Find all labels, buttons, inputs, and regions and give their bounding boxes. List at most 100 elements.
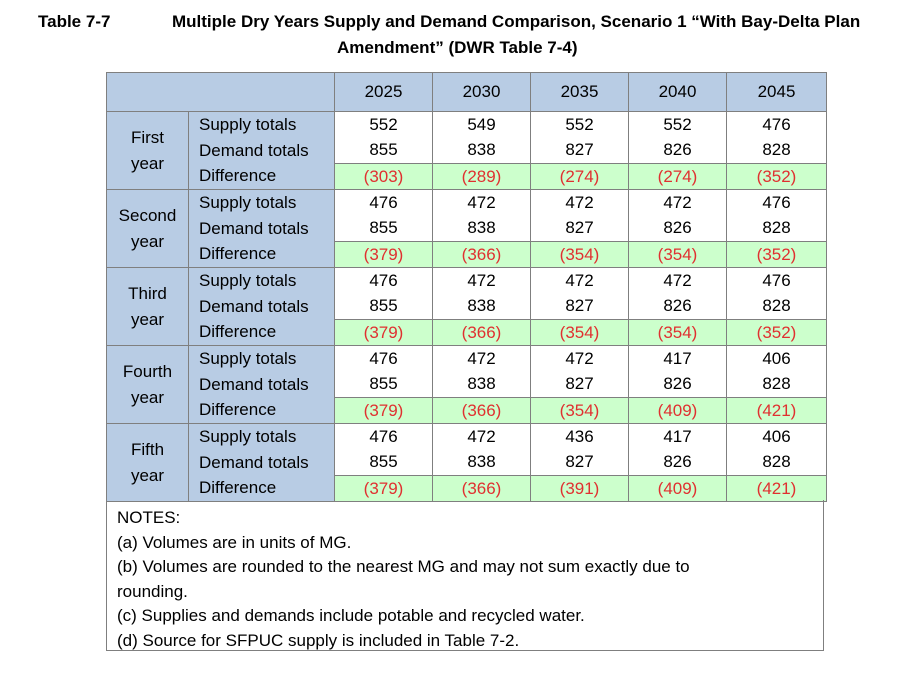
supply-value-cell: 472 — [432, 189, 531, 216]
difference-value-cell: (354) — [530, 397, 629, 424]
demand-value-cell: 826 — [628, 137, 727, 164]
difference-value-cell: (409) — [628, 475, 727, 502]
row-label-difference: Difference — [188, 475, 335, 502]
difference-value-cell: (366) — [432, 475, 531, 502]
difference-value-cell: (421) — [726, 475, 827, 502]
demand-value-cell: 827 — [530, 371, 629, 398]
row-label-demand: Demand totals — [188, 215, 335, 242]
difference-value-cell: (379) — [334, 319, 433, 346]
table-title-line-2: Amendment” (DWR Table 7-4) — [337, 38, 578, 57]
supply-value-cell: 476 — [726, 189, 827, 216]
year-group-label: Fifth year — [106, 423, 189, 502]
supply-value-cell: 436 — [530, 423, 629, 450]
note-item: (c) Supplies and demands include potable… — [117, 606, 585, 625]
table-row-demand: Demand totals 855 838 827 826 828 — [107, 137, 827, 164]
demand-value-cell: 828 — [726, 215, 827, 242]
note-item: rounding. — [117, 581, 188, 601]
supply-demand-table: 2025 2030 2035 2040 2045 First year Supply… — [106, 72, 827, 502]
demand-value-cell: 855 — [334, 449, 433, 476]
header-blank-cell — [106, 72, 189, 112]
notes-box: NOTES: (a) Volumes are in units of MG. (… — [106, 500, 824, 651]
table-row-supply: Fourth year Supply totals 476 472 472 417 406 — [106, 345, 827, 424]
year-group-label-line: year — [130, 465, 165, 485]
table-title-line-1: Multiple Dry Years Supply and Demand Com… — [172, 12, 861, 31]
table-row-supply: Fifth year Supply totals 476 472 436 417 406 — [106, 423, 827, 502]
header-row: 2025 2030 2035 2040 2045 — [106, 72, 827, 112]
year-group-label-line: year — [130, 231, 165, 251]
demand-value-cell: 826 — [628, 371, 727, 398]
demand-value-cell: 855 — [334, 137, 433, 164]
difference-value-cell: (352) — [726, 241, 827, 268]
demand-value-cell: 827 — [530, 449, 629, 476]
supply-value-cell: 472 — [432, 345, 531, 372]
table-row-difference: Difference (379) (366) (354) (354) (352) — [107, 319, 827, 346]
difference-value-cell: (379) — [334, 397, 433, 424]
demand-value-cell: 855 — [334, 293, 433, 320]
year-group-label: Third year — [106, 267, 189, 346]
table-row-supply: First year Supply totals 552 549 552 552 476 — [106, 111, 827, 190]
demand-value-cell: 855 — [334, 215, 433, 242]
note-item: (a) Volumes are in units of MG. — [117, 532, 352, 552]
year-group-label-line: First — [130, 127, 165, 147]
demand-value-cell: 826 — [628, 449, 727, 476]
supply-value-cell: 476 — [726, 111, 827, 138]
demand-value-cell: 828 — [726, 449, 827, 476]
year-group-label: Fourth year — [106, 345, 189, 424]
year-group-label: Second year — [106, 189, 189, 268]
difference-value-cell: (352) — [726, 319, 827, 346]
difference-value-cell: (366) — [432, 397, 531, 424]
demand-value-cell: 826 — [628, 215, 727, 242]
demand-value-cell: 827 — [530, 215, 629, 242]
demand-value-cell: 826 — [628, 293, 727, 320]
row-label-difference: Difference — [188, 319, 335, 346]
year-header: 2030 — [432, 72, 531, 112]
supply-value-cell: 476 — [726, 267, 827, 294]
demand-value-cell: 838 — [432, 137, 531, 164]
row-label-demand: Demand totals — [188, 449, 335, 476]
year-header: 2025 — [334, 72, 433, 112]
supply-value-cell: 472 — [530, 267, 629, 294]
supply-value-cell: 552 — [530, 111, 629, 138]
demand-value-cell: 838 — [432, 449, 531, 476]
table-row-difference: Difference (379) (366) (354) (354) (352) — [107, 241, 827, 268]
table-row-supply: Third year Supply totals 476 472 472 472 476 — [106, 267, 827, 346]
difference-value-cell: (352) — [726, 163, 827, 190]
row-label-supply: Supply totals — [188, 267, 335, 294]
row-label-demand: Demand totals — [188, 137, 335, 164]
note-item: (b) Volumes are rounded to the nearest M… — [117, 557, 690, 576]
supply-value-cell: 472 — [530, 189, 629, 216]
year-group-label-line: year — [130, 387, 165, 407]
difference-value-cell: (274) — [628, 163, 727, 190]
supply-value-cell: 406 — [726, 345, 827, 372]
demand-value-cell: 855 — [334, 371, 433, 398]
supply-value-cell: 472 — [628, 189, 727, 216]
table-row-supply: Second year Supply totals 476 472 472 472 476 — [106, 189, 827, 268]
row-label-difference: Difference — [188, 241, 335, 268]
row-label-demand: Demand totals — [188, 293, 335, 320]
demand-value-cell: 828 — [726, 371, 827, 398]
year-header: 2035 — [530, 72, 629, 112]
demand-value-cell: 828 — [726, 293, 827, 320]
difference-value-cell: (366) — [432, 241, 531, 268]
year-group-label-line: Third — [128, 283, 167, 303]
header-blank-cell — [188, 72, 335, 112]
year-group-label-line: Fourth — [122, 361, 173, 381]
demand-value-cell: 838 — [432, 293, 531, 320]
supply-value-cell: 476 — [334, 423, 433, 450]
year-group-label: First year — [106, 111, 189, 190]
year-header: 2040 — [628, 72, 727, 112]
difference-value-cell: (303) — [334, 163, 433, 190]
demand-value-cell: 827 — [530, 137, 629, 164]
demand-value-cell: 838 — [432, 215, 531, 242]
difference-value-cell: (354) — [628, 319, 727, 346]
table-row-difference: Difference (379) (366) (391) (409) (421) — [107, 475, 827, 502]
table-row-demand: Demand totals 855 838 827 826 828 — [107, 293, 827, 320]
row-label-difference: Difference — [188, 397, 335, 424]
year-group-label-line: Second — [118, 205, 177, 225]
difference-value-cell: (379) — [334, 241, 433, 268]
supply-value-cell: 472 — [530, 345, 629, 372]
table-row-difference: Difference (379) (366) (354) (409) (421) — [107, 397, 827, 424]
note-item: (d) Source for SFPUC supply is included … — [117, 630, 520, 650]
supply-value-cell: 472 — [432, 423, 531, 450]
year-group-label-line: year — [130, 153, 165, 173]
